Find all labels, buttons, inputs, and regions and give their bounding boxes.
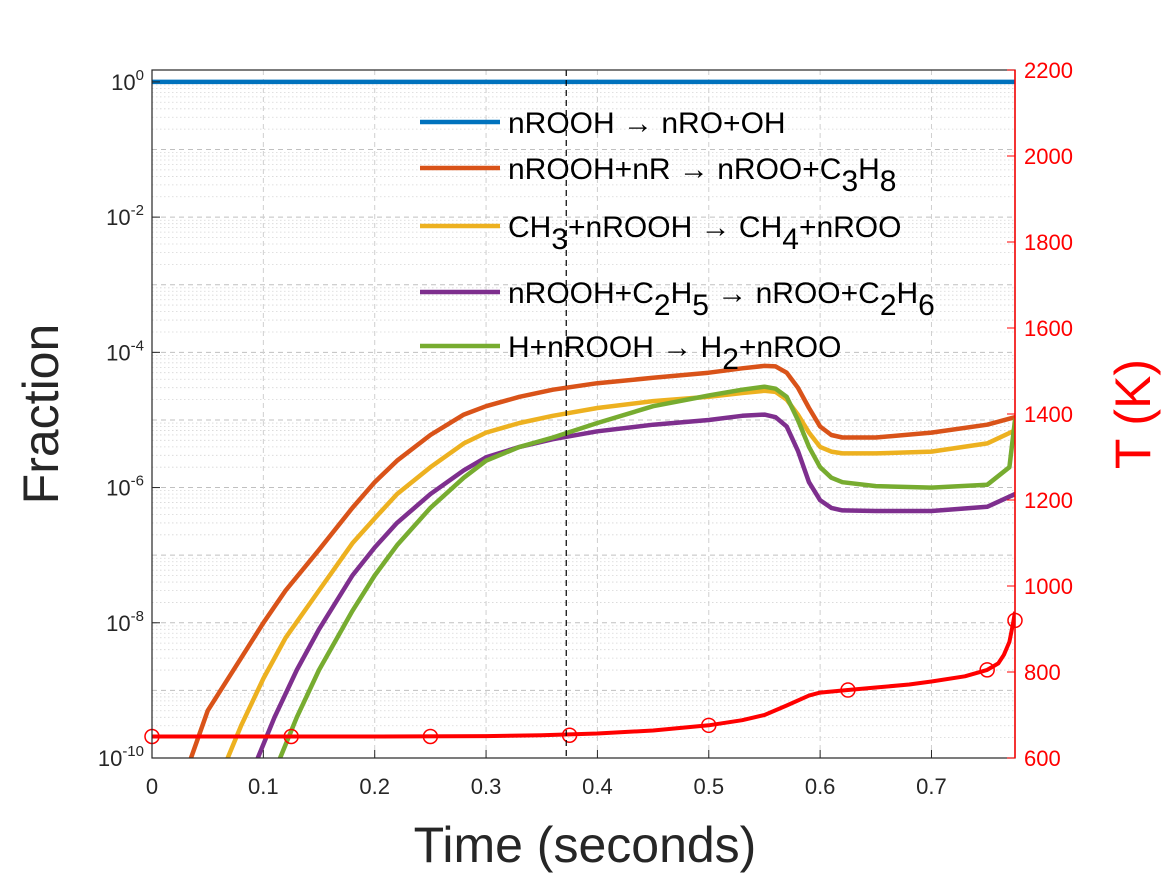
x-tick-label: 0.1 [248, 774, 279, 799]
y2-tick-label: 1800 [1024, 230, 1073, 255]
y2-tick-label: 1000 [1024, 574, 1073, 599]
x-tick-label: 0.3 [471, 774, 502, 799]
y2-tick-label: 1600 [1024, 316, 1073, 341]
y-tick-label: 10-4 [106, 337, 144, 365]
legend-label-2: nROOH+nR → nROO+C3H8 [508, 153, 896, 198]
series-layer [152, 79, 1015, 758]
series-line-4 [255, 412, 1015, 758]
legend-label-3: CH3+nROOH → CH4+nROO [508, 211, 901, 256]
y-tick-label: 10-6 [106, 473, 144, 501]
x-tick-label: 0.6 [805, 774, 836, 799]
temperature-marker [701, 717, 717, 734]
temperature-marker [561, 727, 578, 743]
y2-axis-label: T (K) [1105, 359, 1161, 469]
temperature-marker [422, 728, 439, 745]
y-tick-label: 10-10 [98, 743, 144, 771]
x-tick-label: 0.4 [582, 774, 613, 799]
vline-layer [144, 70, 1023, 758]
x-tick-label: 0.2 [359, 774, 390, 799]
axes-layer: 0 0.1 0.2 0.3 0.4 0.5 0.6 0.7 100 10-2 10-4 10-6 10-… [98, 58, 1073, 799]
x-tick-label: 0 [146, 774, 158, 799]
y-tick-label: 10-8 [106, 608, 144, 636]
y2-tick-label: 1400 [1024, 402, 1073, 427]
legend-label-4: nROOH+C2H5 → nROO+C2H6 [508, 277, 935, 322]
y2-tick-label: 600 [1024, 746, 1061, 771]
legend-label-1: nROOH → nRO+OH [508, 107, 786, 140]
temperature-marker [283, 728, 299, 745]
y-axis-label: Fraction [13, 324, 69, 505]
y2-tick-label: 2000 [1024, 144, 1073, 169]
y-tick-label: 100 [111, 67, 144, 95]
legend: nROOH → nRO+OH nROOH+nR → nROO+C3H8 CH3+nR… [420, 107, 935, 376]
x-tick-label: 0.5 [693, 774, 724, 799]
series-line-2 [188, 363, 1015, 758]
x-axis-label: Time (seconds) [414, 817, 757, 873]
temperature-line [152, 611, 1015, 739]
temperature-marker [840, 682, 856, 698]
series-line-3 [225, 388, 1015, 758]
x-tick-label: 0.7 [916, 774, 947, 799]
y2-tick-label: 800 [1024, 660, 1061, 685]
legend-label-5: H+nROOH → H2+nROO [508, 331, 841, 376]
temperature-marker [979, 662, 995, 678]
y2-tick-label: 2200 [1024, 58, 1073, 83]
series-line-5 [277, 384, 1015, 758]
y-tick-label: 10-2 [106, 202, 144, 230]
y2-tick-label: 1200 [1024, 488, 1073, 513]
